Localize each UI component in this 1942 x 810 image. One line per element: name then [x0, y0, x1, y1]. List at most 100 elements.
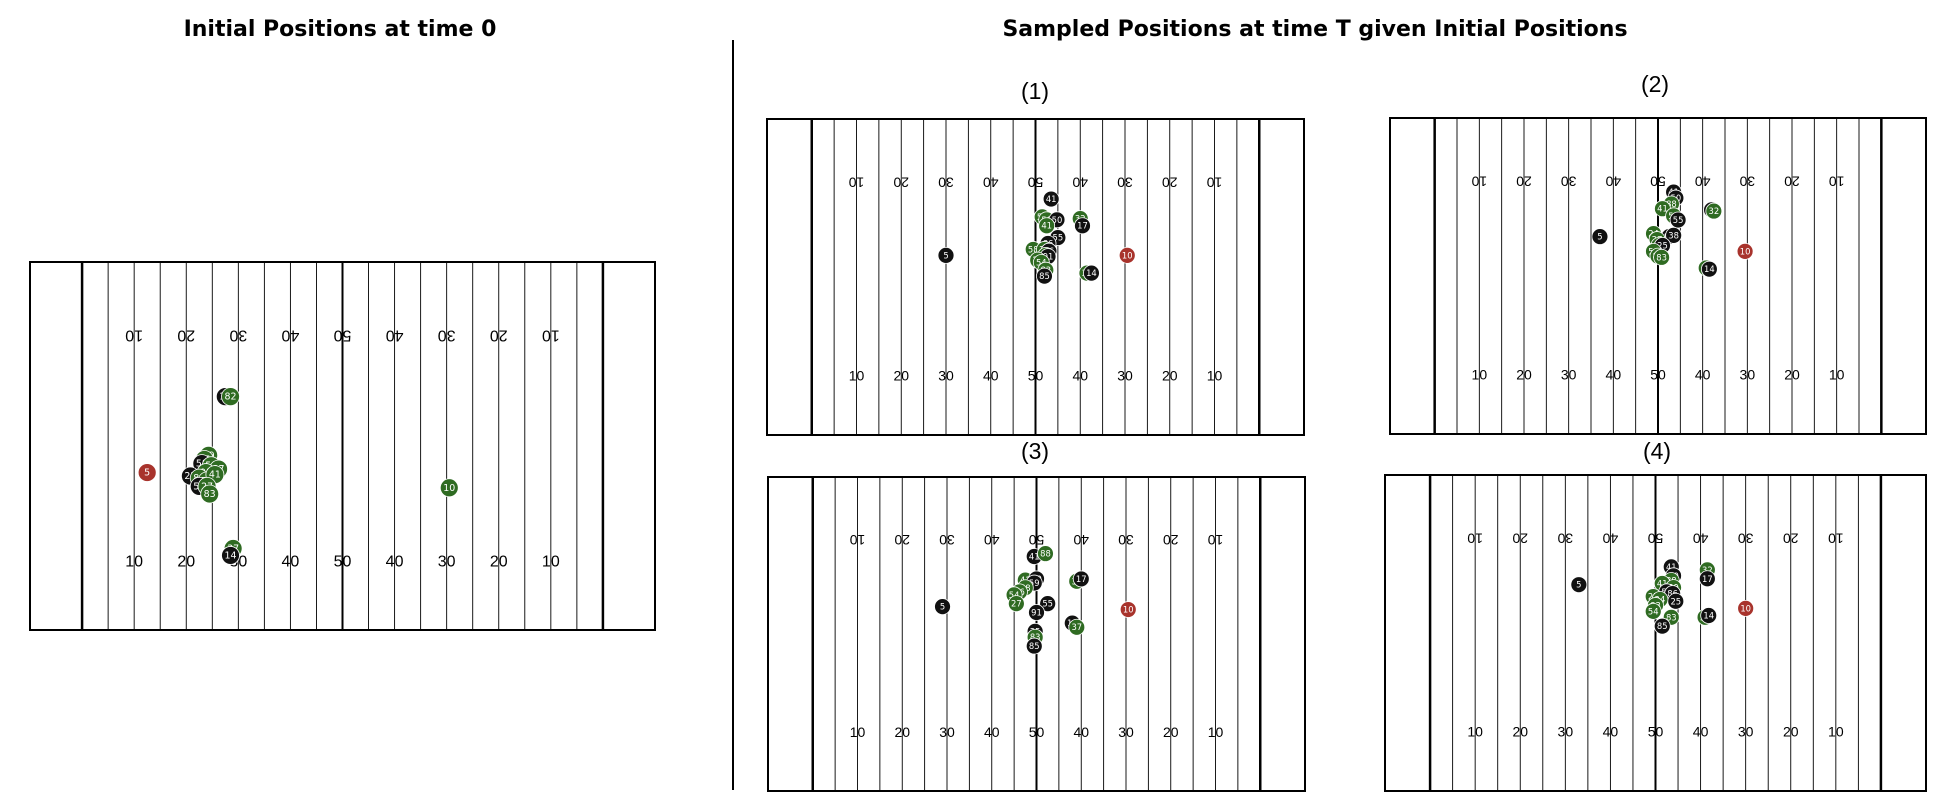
yard-number-bottom: 40	[984, 724, 1000, 740]
yard-number-top: 40	[386, 326, 404, 343]
yard-number-bottom: 20	[1163, 724, 1179, 740]
player-number: 83	[1656, 252, 1667, 262]
player-number: 17	[1076, 574, 1087, 584]
yard-number-top: 20	[177, 326, 195, 343]
player-number: 10	[1740, 246, 1751, 256]
player-marker	[137, 463, 157, 482]
player-number: 83	[1666, 612, 1677, 622]
player-marker	[1705, 202, 1723, 220]
yard-number-bottom: 50	[334, 554, 352, 571]
yard-number-bottom: 10	[1208, 724, 1224, 740]
player-marker	[934, 598, 951, 616]
player-number: 5	[1597, 232, 1602, 242]
player-number: 85	[1039, 271, 1050, 281]
yard-number-bottom: 50	[1650, 367, 1666, 383]
yard-number-bottom: 50	[1028, 368, 1044, 384]
player-marker	[221, 546, 240, 565]
yard-number-bottom: 20	[1783, 724, 1799, 740]
field-sample-1: 1010202030304040505040403030202010104158…	[766, 118, 1305, 436]
yard-number-top: 50	[1650, 174, 1666, 190]
yard-number-top: 40	[1693, 531, 1709, 547]
player-marker	[937, 246, 955, 264]
yard-number-bottom: 40	[282, 554, 300, 571]
player-number: 5	[1576, 580, 1581, 590]
player-number: 41	[209, 470, 221, 481]
yard-number-bottom: 30	[1740, 367, 1756, 383]
player-marker	[1042, 190, 1060, 208]
yard-number-top: 10	[849, 175, 865, 191]
yard-number-top: 10	[125, 326, 143, 343]
yard-number-bottom: 50	[1029, 724, 1045, 740]
player-marker	[1007, 595, 1025, 613]
player-marker	[1038, 217, 1056, 235]
player-number: 59	[1029, 578, 1040, 588]
yard-number-bottom: 30	[938, 368, 954, 384]
yard-number-bottom: 20	[894, 724, 910, 740]
yard-number-top: 10	[1208, 532, 1224, 548]
field-initial: 1010202030304040505040403030202010101482…	[29, 261, 656, 631]
yard-number-top: 10	[1828, 531, 1844, 547]
player-number: 91	[1043, 252, 1054, 262]
yard-number-bottom: 10	[125, 554, 143, 571]
yard-number-top: 10	[850, 532, 866, 548]
player-marker	[1736, 242, 1754, 260]
yard-number-bottom: 20	[1516, 367, 1532, 383]
yard-number-top: 30	[438, 326, 456, 343]
yard-number-bottom: 40	[983, 368, 999, 384]
yard-number-top: 30	[939, 532, 955, 548]
player-number: 32	[1702, 565, 1713, 575]
yard-number-bottom: 20	[1784, 367, 1800, 383]
player-number: 25	[1670, 596, 1681, 606]
yard-number-top: 10	[1467, 531, 1483, 547]
yard-number-bottom: 20	[1162, 368, 1178, 384]
yard-number-bottom: 10	[1828, 724, 1844, 740]
player-number: 41	[1666, 562, 1677, 572]
player-marker	[1072, 570, 1090, 588]
field-label-3: (3)	[1020, 438, 1050, 464]
player-marker	[1698, 570, 1716, 588]
yard-number-top: 20	[893, 175, 909, 191]
yard-number-bottom: 40	[1695, 367, 1711, 383]
yard-number-top: 20	[1783, 531, 1799, 547]
yard-number-bottom: 10	[1207, 368, 1223, 384]
player-number: 54	[1009, 590, 1020, 600]
player-number: 41	[1657, 578, 1668, 588]
player-number: 55	[1673, 215, 1684, 225]
yard-number-top: 40	[1073, 532, 1089, 548]
player-number: 83	[1030, 632, 1041, 642]
player-marker	[1068, 618, 1086, 636]
player-marker	[1074, 217, 1091, 235]
player-marker	[1028, 604, 1045, 621]
player-number: 32	[1708, 206, 1719, 216]
yard-number-bottom: 30	[1561, 367, 1577, 383]
player-number: 41	[1029, 552, 1040, 562]
yard-number-top: 20	[1162, 175, 1178, 191]
yard-number-top: 20	[1516, 174, 1532, 190]
yard-number-top: 40	[983, 175, 999, 191]
player-number: 14	[1704, 264, 1715, 274]
player-number: 10	[1740, 603, 1751, 613]
yard-number-bottom: 40	[1606, 367, 1622, 383]
yard-number-bottom: 20	[1512, 724, 1528, 740]
player-marker	[1653, 248, 1670, 266]
player-number: 83	[204, 489, 216, 500]
player-marker	[1737, 599, 1755, 617]
yard-number-top: 40	[1605, 174, 1621, 190]
yard-number-top: 30	[1738, 531, 1754, 547]
yard-number-bottom: 20	[893, 368, 909, 384]
player-marker	[1644, 602, 1662, 620]
field-label-2: (2)	[1640, 71, 1670, 97]
player-marker	[1570, 576, 1588, 594]
yard-number-top: 50	[1029, 532, 1045, 548]
player-marker	[1700, 260, 1718, 278]
player-number: 17	[1077, 221, 1088, 231]
player-marker	[1667, 592, 1685, 610]
player-marker	[1591, 228, 1609, 245]
field-label-4: (4)	[1642, 438, 1672, 464]
player-number: 85	[1029, 641, 1040, 651]
player-number: 5	[144, 468, 150, 479]
yard-number-top: 10	[1471, 174, 1487, 190]
player-marker	[1025, 637, 1043, 655]
yard-number-top: 20	[490, 326, 508, 343]
